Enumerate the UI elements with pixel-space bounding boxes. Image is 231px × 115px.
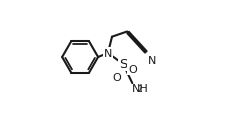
Text: NH: NH — [132, 83, 149, 93]
Text: O: O — [112, 72, 121, 82]
Text: 2: 2 — [138, 84, 143, 93]
Text: O: O — [128, 65, 137, 75]
Text: N: N — [148, 55, 156, 65]
Text: S: S — [119, 58, 127, 71]
Text: N: N — [104, 49, 112, 58]
